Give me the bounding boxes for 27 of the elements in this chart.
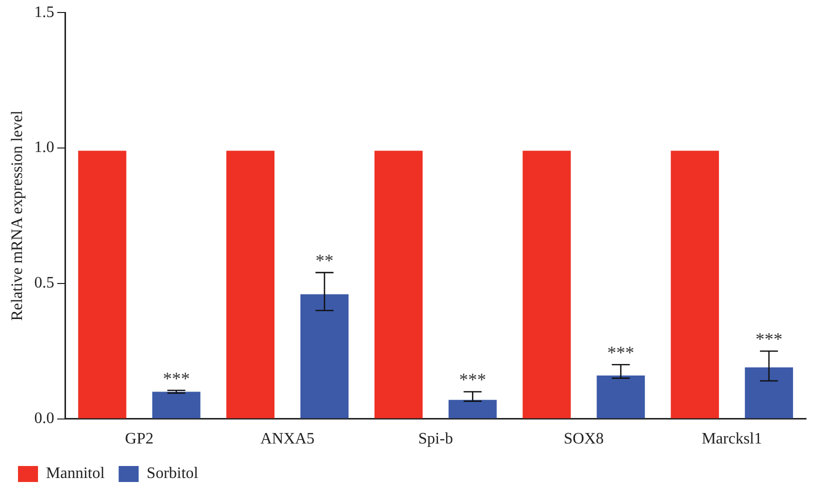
- legend-label: Mannitol: [46, 465, 106, 482]
- bar: [448, 400, 497, 418]
- bar: [596, 375, 645, 418]
- bar: [226, 150, 274, 418]
- bar: [744, 367, 794, 418]
- y-tick-label: 1.0: [34, 139, 54, 156]
- x-tick-label: ANXA5: [260, 430, 315, 448]
- x-tick-label: SOX8: [564, 430, 604, 448]
- bar: [374, 150, 423, 418]
- annotation: ***: [162, 368, 190, 388]
- bar: [670, 150, 719, 418]
- annotation: ***: [755, 329, 782, 350]
- annotation: ***: [607, 342, 634, 363]
- y-tick-label: 0.0: [34, 410, 54, 428]
- y-tick-label: 0.5: [34, 274, 54, 292]
- bar: [78, 150, 126, 418]
- legend-label: Sorbitol: [146, 465, 199, 482]
- x-tick-label: Marcksl1: [702, 430, 762, 448]
- y-axis-title: Relative mRNA expression level: [8, 110, 26, 321]
- x-tick-label: Spi-b: [418, 430, 453, 448]
- annotation: **: [315, 250, 334, 271]
- annotation: ***: [459, 370, 486, 390]
- bar: [522, 150, 571, 418]
- x-tick-label: GP2: [125, 430, 154, 448]
- bar: [300, 294, 349, 418]
- bar: [152, 392, 200, 418]
- y-tick-label: 1.5: [34, 4, 54, 21]
